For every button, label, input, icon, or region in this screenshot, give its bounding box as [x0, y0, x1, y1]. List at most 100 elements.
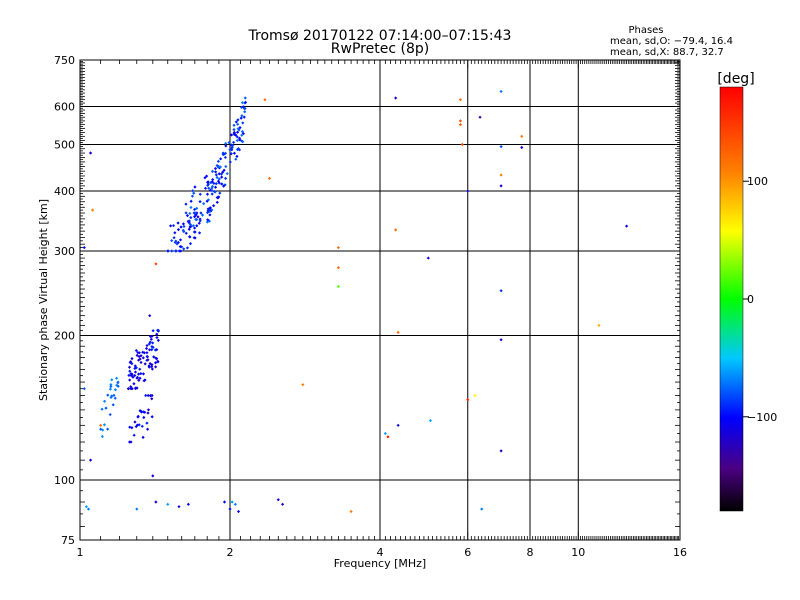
echo-point: [102, 399, 107, 403]
echo-point: [394, 228, 398, 232]
echo-point: [189, 199, 193, 203]
echo-point: [136, 350, 140, 355]
echo-point: [154, 365, 158, 369]
echo-point: [178, 245, 182, 249]
echo-point: [151, 474, 155, 478]
echo-point: [229, 143, 233, 147]
echo-point: [240, 101, 245, 105]
echo-point: [145, 427, 150, 431]
x-axis-label: Frequency [MHz]: [334, 557, 426, 570]
echo-point: [232, 130, 236, 135]
echo-point: [349, 509, 353, 514]
echo-point: [100, 407, 104, 411]
echo-point: [234, 120, 238, 124]
echo-point: [156, 359, 160, 363]
echo-point: [196, 215, 200, 219]
echo-point: [135, 507, 139, 511]
echo-point: [396, 423, 400, 427]
echo-point: [147, 348, 152, 352]
echo-point: [193, 185, 197, 189]
echo-point: [208, 213, 212, 217]
echo-point: [210, 169, 215, 173]
echo-point: [128, 369, 132, 373]
echo-point: [207, 186, 211, 190]
echo-point: [139, 371, 143, 376]
echo-point: [88, 458, 93, 462]
echo-point: [141, 350, 145, 354]
echo-point: [223, 155, 228, 160]
echo-point: [104, 406, 108, 410]
echo-point: [212, 204, 216, 208]
echo-point: [188, 225, 192, 229]
echo-point: [198, 217, 202, 221]
echo-point: [108, 412, 112, 417]
echo-point: [230, 500, 234, 504]
echo-point: [184, 202, 188, 206]
echo-point: [206, 218, 210, 222]
echo-point: [236, 122, 240, 126]
echo-point: [136, 372, 141, 376]
echo-point: [182, 224, 186, 229]
echo-point: [243, 106, 247, 111]
echo-point: [394, 96, 398, 100]
echo-point: [499, 89, 503, 94]
y-tick-label: 200: [54, 330, 75, 343]
echo-point: [136, 358, 141, 362]
echo-point: [188, 242, 193, 246]
echo-point: [216, 159, 220, 164]
echo-point: [229, 152, 233, 156]
echo-point: [239, 116, 243, 120]
echo-point: [115, 383, 119, 387]
echo-point: [135, 353, 139, 357]
echo-point: [150, 365, 154, 369]
echo-point: [233, 502, 237, 506]
echo-point: [134, 366, 138, 370]
echo-point: [146, 411, 150, 415]
echo-point: [336, 245, 340, 250]
echo-point: [229, 133, 234, 137]
x-tick-label: 2: [227, 546, 234, 559]
echo-point: [466, 189, 470, 193]
echo-point: [188, 235, 192, 239]
echo-point: [131, 375, 135, 379]
echo-point: [205, 192, 210, 196]
echo-point: [242, 115, 246, 119]
echo-point: [214, 173, 218, 177]
echo-point: [174, 239, 178, 243]
echo-point: [206, 207, 210, 211]
echo-point: [243, 110, 247, 114]
echo-point: [106, 393, 110, 397]
echo-point: [396, 330, 400, 335]
echo-point: [235, 147, 240, 152]
echo-point: [148, 361, 152, 366]
phases-stats-x: mean, sd,X: 88.7, 32.7: [610, 47, 724, 58]
echo-point: [499, 184, 503, 188]
echo-point: [276, 498, 280, 502]
echo-point: [200, 213, 205, 217]
echo-point: [220, 182, 224, 186]
echo-point: [132, 433, 136, 437]
echo-point: [134, 348, 138, 353]
echo-point: [220, 175, 224, 179]
x-tick-label: 8: [527, 546, 534, 559]
y-tick-label: 75: [61, 534, 75, 547]
echo-point: [109, 383, 113, 387]
x-tick-label: 4: [377, 546, 384, 559]
echo-point: [210, 192, 214, 196]
echo-point: [146, 408, 151, 412]
echo-point: [499, 449, 503, 453]
echo-point: [227, 140, 231, 145]
echo-point: [132, 382, 136, 386]
echo-point: [234, 133, 238, 137]
echo-point: [238, 138, 242, 142]
echo-point: [135, 375, 140, 379]
echo-point: [192, 215, 197, 219]
echo-point: [240, 133, 244, 137]
x-tick-label: 1: [77, 546, 84, 559]
echo-point: [86, 507, 91, 511]
echo-point: [224, 164, 228, 169]
echo-point: [301, 383, 305, 387]
gridlines: [80, 60, 680, 540]
echo-point: [106, 427, 110, 431]
echo-point: [147, 364, 151, 368]
